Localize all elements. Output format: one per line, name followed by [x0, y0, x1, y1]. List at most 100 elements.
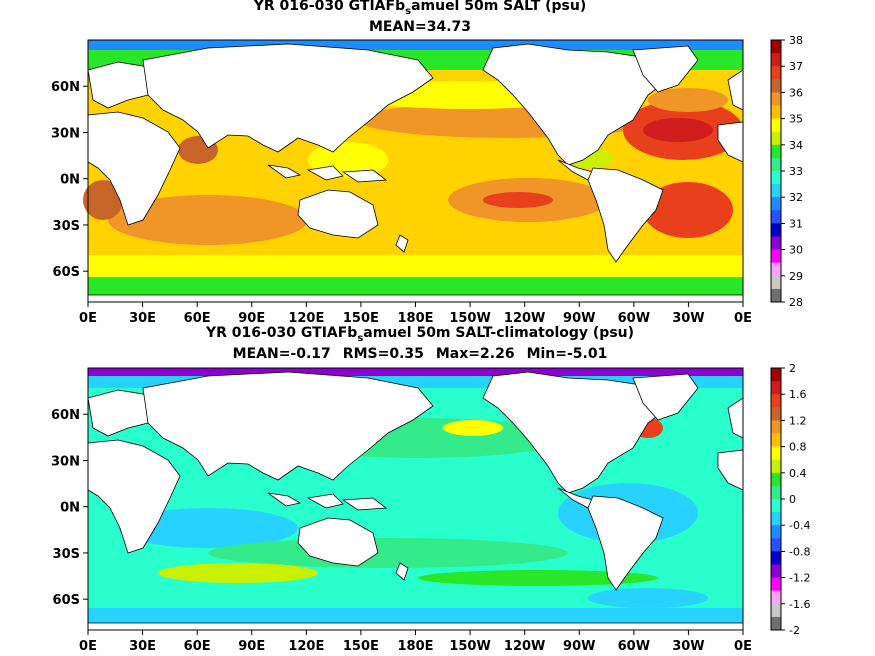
top-x-tick-label: 30E [129, 311, 156, 326]
top-mean-stat: MEAN=34.73 [368, 19, 472, 35]
top-colorbar-label: 30 [789, 244, 803, 257]
top-colorbar-swatch [771, 236, 781, 251]
bottom-colorbar-swatch [771, 472, 781, 487]
bottom-colorbar-label: -1.2 [789, 572, 810, 585]
bottom-x-tick-label: 0E [734, 639, 752, 654]
top-y-tick-label: 0N [60, 173, 80, 188]
bottom-colorbar-label: 0 [789, 493, 796, 506]
bottom-colorbar-swatch [771, 512, 781, 526]
bottom-x-tick-label: 180E [397, 639, 433, 654]
bottom-x-tick-label: 120W [504, 639, 545, 654]
bottom-colorbar-swatch [771, 551, 781, 565]
top-map [83, 39, 744, 303]
bottom-y-tick-label: 60S [53, 593, 80, 608]
top-x-tick-label: 90E [238, 311, 265, 326]
bottom-colorbar-label: 0.8 [789, 441, 807, 454]
bottom-colorbar-swatch [771, 407, 781, 421]
top-colorbar-swatch [771, 210, 781, 224]
top-colorbar-label: 34 [789, 139, 803, 152]
top-x-tick-label: 0E [79, 311, 97, 326]
top-colorbar-label: 32 [789, 191, 803, 204]
bottom-x-tick-label: 30E [129, 639, 156, 654]
top-x-tick-label: 120E [288, 311, 324, 326]
bottom-colorbar-swatch [771, 394, 781, 408]
bottom-colorbar-swatch [771, 577, 781, 592]
bottom-mean-stat: MEAN=-0.17 [232, 346, 331, 362]
bottom-colorbar-swatch [771, 499, 781, 513]
top-colorbar-swatch [771, 79, 781, 93]
bottom-colorbar-swatch [771, 368, 781, 382]
top-y-tick-label: 60S [53, 265, 80, 280]
bottom-x-tick-label: 30W [672, 639, 704, 654]
bottom-panel-title: YR 016-030 GTIAFbsamuel 50m SALT-climato… [205, 325, 635, 344]
top-colorbar-swatch [771, 66, 781, 80]
bottom-y-tick-label: 30S [53, 547, 80, 562]
bottom-colorbar-swatch [771, 485, 781, 500]
top-colorbar-label: 28 [789, 296, 803, 309]
top-colorbar-label: 33 [789, 165, 803, 178]
top-colorbar-swatch [771, 275, 781, 290]
bottom-colorbar-label: 2 [789, 362, 796, 375]
bottom-colorbar-swatch [771, 616, 781, 631]
bottom-x-tick-label: 90W [563, 639, 595, 654]
bottom-colorbar-swatch [771, 433, 781, 448]
bottom-min-stat: Min=-5.01 [526, 346, 608, 362]
bottom-rms-stat: RMS=0.35 [342, 346, 424, 362]
bottom-x-tick-label: 60E [184, 639, 211, 654]
bottom-max-stat: Max=2.26 [435, 346, 515, 362]
bottom-y-tick-label: 60N [51, 408, 80, 423]
bottom-colorbar-swatch [771, 525, 781, 539]
top-colorbar-swatch [771, 171, 781, 185]
top-colorbar-swatch [771, 197, 781, 211]
bottom-colorbar-label: -1.6 [789, 598, 810, 611]
bottom-colorbar-swatch [771, 420, 781, 434]
bottom-x-tick-label: 60W [618, 639, 650, 654]
top-colorbar-swatch [771, 144, 781, 159]
top-x-tick-label: 0E [734, 311, 752, 326]
top-x-tick-label: 150W [449, 311, 490, 326]
bottom-map [87, 367, 744, 631]
top-colorbar-swatch [771, 40, 781, 54]
top-colorbar-swatch [771, 92, 781, 106]
top-y-tick-label: 30S [53, 219, 80, 234]
bottom-y-tick-label: 0N [60, 501, 80, 516]
bottom-x-tick-label: 120E [288, 639, 324, 654]
bottom-colorbar-label: 1.6 [789, 388, 807, 401]
bottom-colorbar-label: 1.2 [789, 414, 807, 427]
top-colorbar-label: 37 [789, 60, 803, 73]
bottom-colorbar-label: -2 [789, 624, 800, 637]
top-colorbar-label: 29 [789, 270, 803, 283]
top-colorbar-swatch [771, 131, 781, 146]
bottom-colorbar-label: -0.8 [789, 545, 810, 558]
bottom-x-tick-label: 0E [79, 639, 97, 654]
colorbar-layer: 38 37 36 35 34 33 32 31 30 29 28 2 1.6 1.2 0.8 0.4 0 -0.4… [770, 34, 810, 637]
top-y-tick-label: 30N [51, 126, 80, 141]
top-y-tick-label: 60N [51, 80, 80, 95]
top-colorbar-label: 31 [789, 217, 803, 230]
bottom-x-tick-label: 150W [449, 639, 490, 654]
top-colorbar-swatch [771, 184, 781, 198]
bottom-colorbar-swatch [771, 564, 781, 579]
bottom-colorbar-swatch [771, 590, 781, 605]
top-x-tick-label: 180E [397, 311, 433, 326]
top-x-tick-label: 60E [184, 311, 211, 326]
bottom-colorbar-swatch [771, 381, 781, 395]
bottom-colorbar-swatch [771, 446, 781, 461]
top-colorbar-label: 36 [789, 86, 803, 99]
bottom-panel-stats: MEAN=-0.17 RMS=0.35 Max=2.26 Min=-5.01 [0, 346, 840, 362]
top-x-tick-label: 120W [504, 311, 545, 326]
top-colorbar-swatch [771, 223, 781, 237]
bottom-colorbar-swatch [771, 603, 781, 618]
top-colorbar-swatch [771, 53, 781, 67]
bottom-x-tick-label: 150E [343, 639, 379, 654]
top-x-tick-label: 60W [618, 311, 650, 326]
top-colorbar-label: 38 [789, 34, 803, 47]
bottom-colorbar-swatch [771, 538, 781, 552]
top-x-tick-label: 150E [343, 311, 379, 326]
top-colorbar-swatch [771, 249, 781, 264]
top-x-tick-label: 90W [563, 311, 595, 326]
top-colorbar-swatch [771, 118, 781, 133]
top-colorbar-swatch [771, 262, 781, 277]
axes-layer: 0E 30E 60E 90E 120E 150E 180E 150W 120W 90W 60W 30W… [51, 80, 752, 654]
